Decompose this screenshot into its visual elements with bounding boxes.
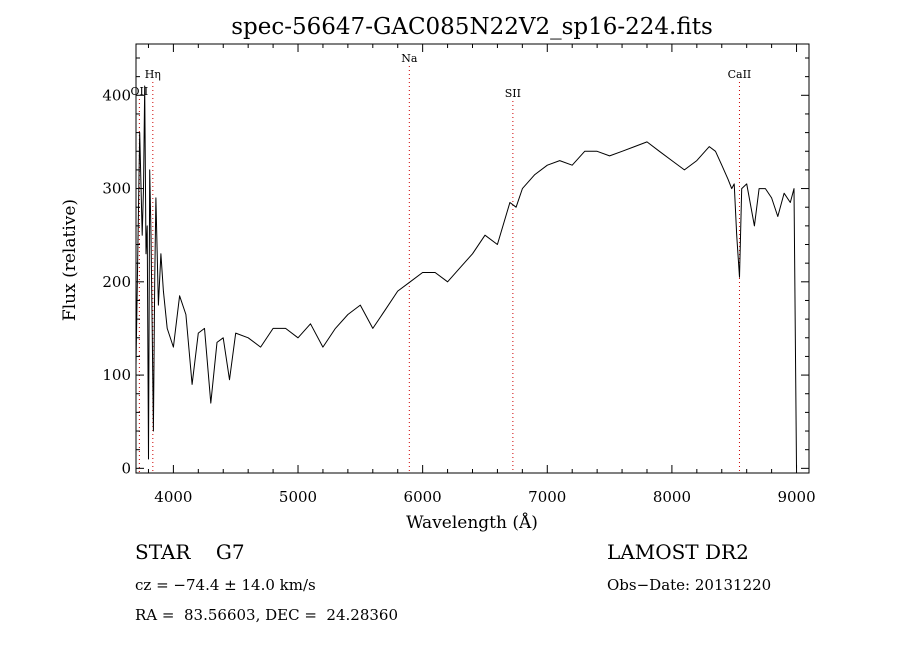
line-marker-label: CaII <box>728 68 752 81</box>
survey-label: LAMOST DR2 <box>607 540 749 564</box>
x-tick-label: 5000 <box>279 488 317 506</box>
y-tick-label: 100 <box>102 366 131 384</box>
observation-date-label: Obs−Date: 20131220 <box>607 576 772 594</box>
x-tick-label: 9000 <box>777 488 815 506</box>
line-marker-label: Hη <box>145 68 161 81</box>
redshift-label: cz = −74.4 ± 14.0 km/s <box>135 576 316 594</box>
line-marker-label: OII <box>131 85 149 98</box>
chart-title: spec-56647-GAC085N22V2_sp16-224.fits <box>231 14 713 40</box>
x-tick-label: 8000 <box>653 488 691 506</box>
y-axis-label: Flux (relative) <box>60 199 80 321</box>
y-tick-label: 200 <box>102 273 131 291</box>
y-tick-label: 300 <box>102 180 131 198</box>
x-tick-label: 6000 <box>404 488 442 506</box>
object-class-label: STAR G7 <box>135 540 245 564</box>
coordinates-label: RA = 83.56603, DEC = 24.28360 <box>135 606 399 624</box>
y-tick-label: 0 <box>121 459 131 477</box>
x-tick-label: 7000 <box>528 488 566 506</box>
spectrum-line <box>135 85 797 469</box>
emission-line-markers: OII Hη Na SII CaII <box>131 52 752 473</box>
x-axis-ticks: 4000 5000 6000 7000 8000 9000 <box>147 44 816 506</box>
x-tick-label: 4000 <box>154 488 192 506</box>
plot-frame <box>135 43 810 474</box>
y-tick-label: 400 <box>102 86 131 104</box>
line-marker-label: Na <box>401 52 418 65</box>
y-axis-ticks: 0 100 200 300 400 <box>102 57 809 477</box>
x-axis-label: Wavelength (Å) <box>406 512 538 533</box>
line-marker-label: SII <box>505 87 521 100</box>
